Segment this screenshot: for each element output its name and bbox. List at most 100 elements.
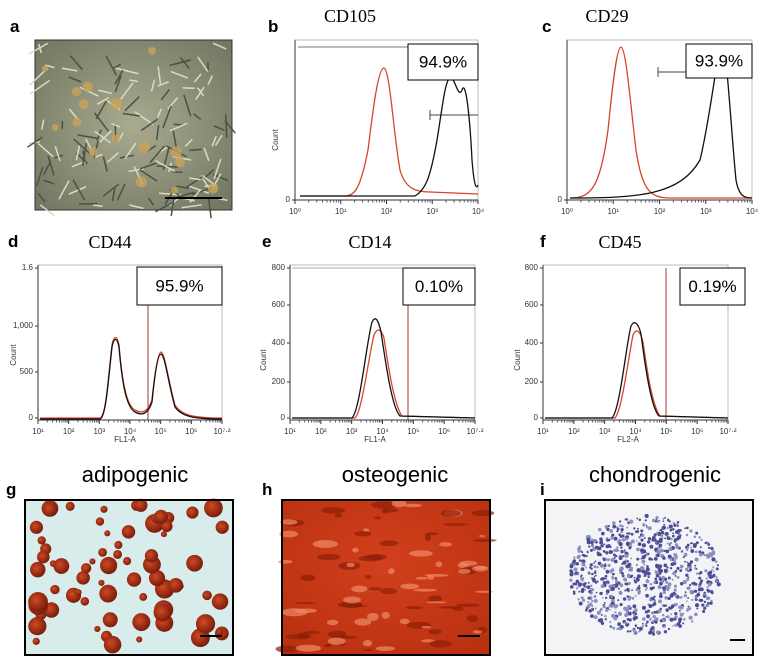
histogram-red (292, 329, 476, 419)
cell (193, 73, 202, 83)
chondrocyte (599, 618, 604, 623)
mineral (421, 639, 436, 643)
chondrocyte (642, 523, 646, 527)
mineral (440, 509, 461, 517)
mineral (354, 618, 372, 626)
chondrocyte (636, 517, 639, 520)
chondrocyte (612, 524, 617, 529)
mineral (421, 626, 432, 629)
y-tick-label: 200 (525, 377, 539, 386)
lipid-droplet (103, 635, 122, 654)
cell (155, 202, 173, 213)
cell (162, 105, 172, 129)
chondrocyte (658, 577, 663, 581)
chondrocyte (654, 570, 660, 575)
mineral (391, 499, 407, 508)
chondrocyte (622, 554, 625, 558)
chondrocyte (659, 529, 662, 532)
chondrocyte (658, 594, 663, 599)
chondrocyte (593, 594, 597, 599)
chondrocyte (584, 566, 587, 569)
cell (124, 96, 140, 112)
x-tick-label: 10⁵ (155, 427, 167, 436)
chondrocyte (586, 585, 591, 590)
chondrocyte (591, 599, 594, 603)
chondrocyte (600, 577, 604, 581)
chondrocyte (634, 624, 638, 627)
chondrocyte (617, 611, 622, 616)
chondrocyte (576, 555, 581, 559)
chondrocyte (573, 567, 578, 572)
chondrocyte (591, 545, 595, 548)
cell (41, 119, 45, 130)
mineral (424, 573, 449, 577)
cell (78, 99, 89, 110)
mineral (409, 550, 433, 557)
chondrocyte (673, 539, 677, 543)
chondrocyte (670, 537, 673, 541)
chondrocyte (676, 575, 680, 579)
panel-title: CD44 (88, 232, 131, 252)
chondrocyte (671, 534, 675, 538)
chondrocyte (708, 597, 711, 600)
chondrocyte (657, 609, 662, 614)
x-tick-label: 10⁵ (407, 427, 419, 436)
mineral (275, 645, 299, 653)
chondrocyte (651, 620, 655, 623)
cell (35, 166, 44, 187)
cell (99, 130, 112, 143)
chondrocyte (692, 581, 696, 585)
cell (41, 65, 49, 72)
chondrocyte (605, 569, 610, 574)
mineral (346, 562, 355, 568)
cell (214, 134, 223, 146)
chondrocyte (623, 606, 628, 611)
x-tick-label: 10⁶ (691, 427, 703, 436)
chondrocyte (666, 588, 669, 591)
chondrocyte (670, 613, 673, 616)
chondrocyte (580, 550, 583, 553)
chondrocyte (663, 604, 666, 608)
lipid-droplet (95, 517, 105, 526)
chondrocyte (658, 543, 663, 548)
chondrocyte (641, 555, 646, 560)
chondrocyte (626, 535, 629, 538)
chondrocyte (636, 578, 640, 582)
y-tick-label: 800 (272, 263, 286, 272)
y-tick-label: 800 (525, 263, 539, 272)
mineral (362, 648, 374, 651)
lipid-droplet (168, 577, 184, 593)
chondrocyte (572, 559, 577, 563)
mineral (317, 553, 341, 561)
chondrocyte (678, 609, 681, 612)
chondrocyte (669, 567, 673, 570)
cell (110, 97, 123, 110)
chondrocyte (601, 597, 604, 599)
chondrocyte (621, 537, 626, 542)
chondrocyte (696, 607, 699, 610)
x-tick-label: 10⁴ (472, 207, 485, 216)
mineral (295, 644, 322, 652)
chondrocyte (630, 588, 634, 592)
chondrocyte (672, 591, 676, 595)
chondrocyte (676, 524, 679, 527)
chondrocyte (641, 622, 644, 625)
chondrocyte (689, 568, 693, 572)
cell (189, 177, 201, 181)
chondrocyte (685, 545, 688, 549)
cell (106, 152, 119, 163)
chondrocyte (610, 568, 615, 572)
cell (197, 87, 205, 97)
chondrocyte (587, 581, 590, 584)
chondrocyte (629, 630, 632, 633)
chondrocyte (572, 582, 576, 586)
chondrocyte (655, 516, 659, 520)
chondrocyte (674, 543, 678, 547)
mineral (300, 574, 316, 581)
chondrocyte (672, 547, 675, 550)
cell (102, 183, 120, 197)
chondrocyte (662, 556, 666, 560)
chondrocyte (716, 582, 721, 587)
chondrocyte (604, 596, 608, 600)
cell (207, 75, 214, 85)
